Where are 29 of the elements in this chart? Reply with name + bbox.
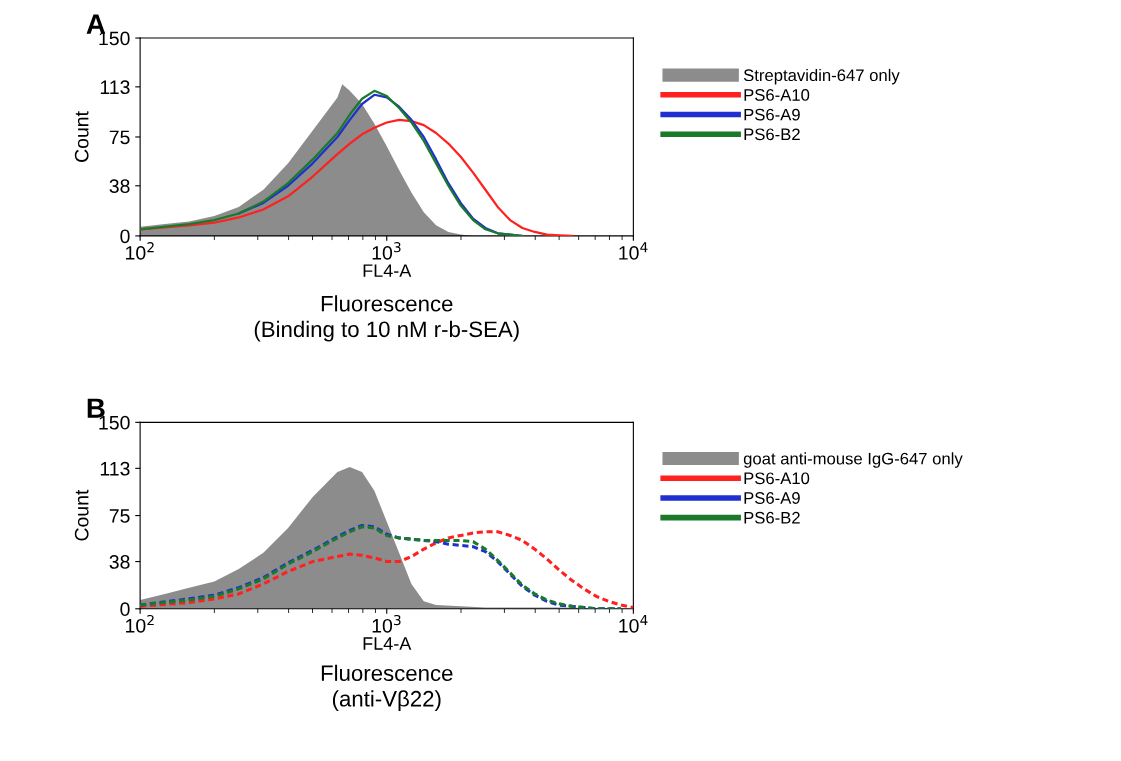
x-tick-label: 10$^{4}$ [619,242,648,260]
legend-label: PS6-A10 [744,89,810,101]
x-axis-title: FL4-A [363,264,412,277]
y-axis-title: Count [74,489,89,541]
y-tick-label: 38 [109,179,130,194]
text: Fluorescence (Binding to 10 nM r-b-SEA) [254,295,519,342]
legend-label: Streptavidin-647 only [743,68,900,85]
y-tick-label: 75 [109,509,130,523]
legend-label: PS6-A10 [744,472,810,485]
legend-label: PS6-B2 [744,128,800,141]
x-tick-label: 10$^{3}$ [372,242,401,260]
y-tick-label: 38 [109,555,130,569]
x-tick-label: 10$^{4}$ [619,615,648,633]
y-tick-label: 75 [109,130,130,145]
y-axis-title: Count [74,111,89,162]
chart-title: B [87,398,105,418]
text: Fluorescence (anti-Vβ22) [321,664,453,711]
y-tick-label: 0 [120,602,130,617]
x-axis-title: FL4-A [363,637,412,650]
y-tick-label: 0 [120,229,130,244]
legend-label: goat anti-mouse IgG-647 only [743,452,963,468]
legend-label: PS6-A9 [744,492,800,504]
y-tick-label: 113 [100,80,130,95]
legend-label: PS6-B2 [744,511,800,524]
legend-label: PS6-A9 [744,108,800,121]
y-tick-label: 150 [99,415,130,430]
x-tick-label: 10$^{2}$ [126,242,154,260]
x-tick-label: 10$^{3}$ [372,614,401,633]
y-tick-label: 113 [100,461,130,476]
